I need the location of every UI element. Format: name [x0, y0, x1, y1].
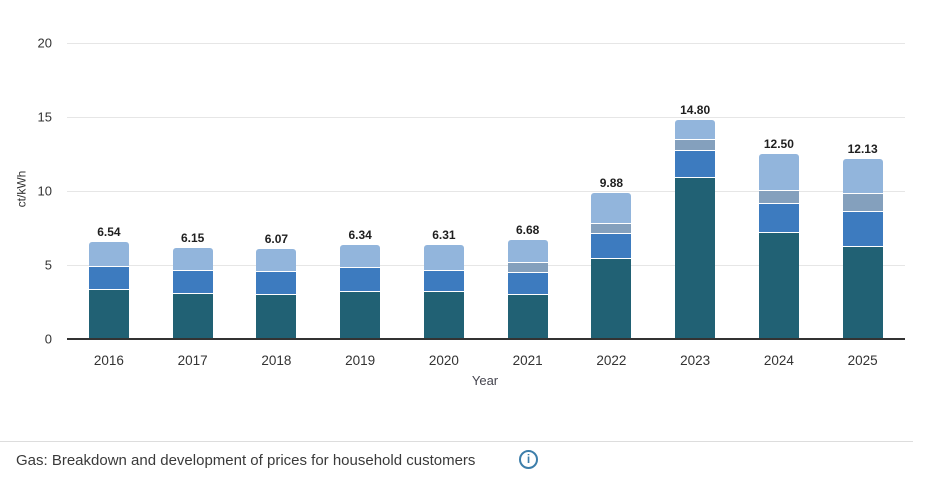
segment-medium-blue[interactable]	[842, 212, 883, 247]
segment-gray-blue[interactable]	[675, 140, 716, 151]
segment-medium-blue[interactable]	[172, 270, 213, 294]
x-tick-label-2019: 2019	[345, 352, 376, 368]
segment-light-blue[interactable]	[758, 153, 799, 192]
bar-2023	[675, 119, 716, 339]
bar-2016	[88, 241, 129, 339]
x-tick-label-2021: 2021	[512, 352, 543, 368]
bar-2025	[842, 159, 883, 339]
segment-gray-blue[interactable]	[758, 191, 799, 204]
x-tick-label-2023: 2023	[680, 352, 711, 368]
segment-medium-blue[interactable]	[675, 150, 716, 179]
bar-total-label: 12.50	[763, 136, 794, 151]
segment-dark-teal[interactable]	[842, 246, 883, 339]
segment-medium-blue[interactable]	[507, 273, 548, 295]
segment-gray-blue[interactable]	[591, 224, 632, 235]
y-tick-label: 10	[37, 183, 52, 199]
segment-dark-teal[interactable]	[340, 292, 381, 339]
bar-total-label: 6.31	[432, 228, 456, 243]
segment-light-blue[interactable]	[172, 247, 213, 271]
gridline	[67, 190, 905, 192]
x-tick-label-2020: 2020	[428, 352, 459, 368]
footer-divider	[0, 441, 913, 442]
x-tick-label-2018: 2018	[261, 352, 292, 368]
bar-2022	[591, 192, 632, 339]
segment-medium-blue[interactable]	[758, 203, 799, 234]
bar-total-label: 6.07	[264, 231, 289, 246]
segment-light-blue[interactable]	[842, 159, 883, 194]
bar-total-label: 6.34	[348, 227, 372, 242]
bar-total-label: 12.13	[847, 142, 878, 157]
segment-dark-teal[interactable]	[675, 178, 716, 339]
x-tick-label-2022: 2022	[596, 352, 627, 368]
segment-gray-blue[interactable]	[842, 193, 883, 213]
segment-light-blue[interactable]	[88, 241, 129, 268]
bar-2024	[758, 153, 799, 339]
bar-total-label: 6.15	[180, 230, 205, 245]
segment-light-blue[interactable]	[591, 192, 632, 225]
x-axis-title: Year	[471, 373, 499, 388]
segment-dark-teal[interactable]	[88, 289, 129, 339]
y-tick-label: 20	[37, 35, 52, 51]
info-icon[interactable]: i	[519, 450, 538, 469]
segment-dark-teal[interactable]	[758, 233, 799, 339]
segment-light-blue[interactable]	[423, 245, 464, 271]
segment-medium-blue[interactable]	[340, 267, 381, 293]
y-tick-label: 15	[37, 109, 52, 125]
y-tick-label: 5	[44, 257, 52, 273]
bar-2020	[423, 245, 464, 339]
segment-light-blue[interactable]	[340, 244, 381, 268]
segment-medium-blue[interactable]	[591, 234, 632, 260]
segment-medium-blue[interactable]	[88, 267, 129, 290]
bar-total-label: 6.54	[97, 224, 121, 239]
bar-2018	[256, 248, 297, 339]
bar-total-label: 6.68	[515, 222, 540, 237]
x-tick-label-2017: 2017	[177, 352, 208, 368]
segment-dark-teal[interactable]	[172, 293, 213, 339]
bar-2021	[507, 239, 548, 339]
segment-dark-teal[interactable]	[256, 294, 297, 339]
gridline	[67, 43, 905, 44]
stacked-bar-chart: ct/kWh Year 0 5 10 15 20 6.54 2016 6.15 2017 6.07…	[14, 35, 905, 388]
x-tick-label-2025: 2025	[847, 352, 878, 368]
bar-total-label: 9.88	[599, 175, 624, 190]
segment-medium-blue[interactable]	[423, 270, 464, 293]
bar-2017	[172, 247, 213, 339]
segment-dark-teal[interactable]	[591, 259, 632, 339]
gridline	[67, 116, 905, 118]
segment-medium-blue[interactable]	[256, 272, 297, 295]
y-tick-label: 0	[44, 331, 52, 346]
x-axis-line	[67, 337, 905, 340]
bar-total-label: 14.80	[680, 102, 711, 117]
segment-gray-blue[interactable]	[507, 263, 548, 274]
segment-dark-teal[interactable]	[507, 294, 548, 339]
bar-2019	[340, 244, 381, 339]
segment-light-blue[interactable]	[256, 248, 297, 273]
x-tick-label-2024: 2024	[763, 352, 794, 368]
segment-light-blue[interactable]	[507, 239, 548, 264]
gridline	[67, 264, 905, 266]
segment-light-blue[interactable]	[675, 119, 716, 141]
segment-dark-teal[interactable]	[423, 292, 464, 339]
chart-caption: Gas: Breakdown and development of prices…	[16, 452, 476, 469]
x-tick-label-2016: 2016	[93, 352, 124, 368]
